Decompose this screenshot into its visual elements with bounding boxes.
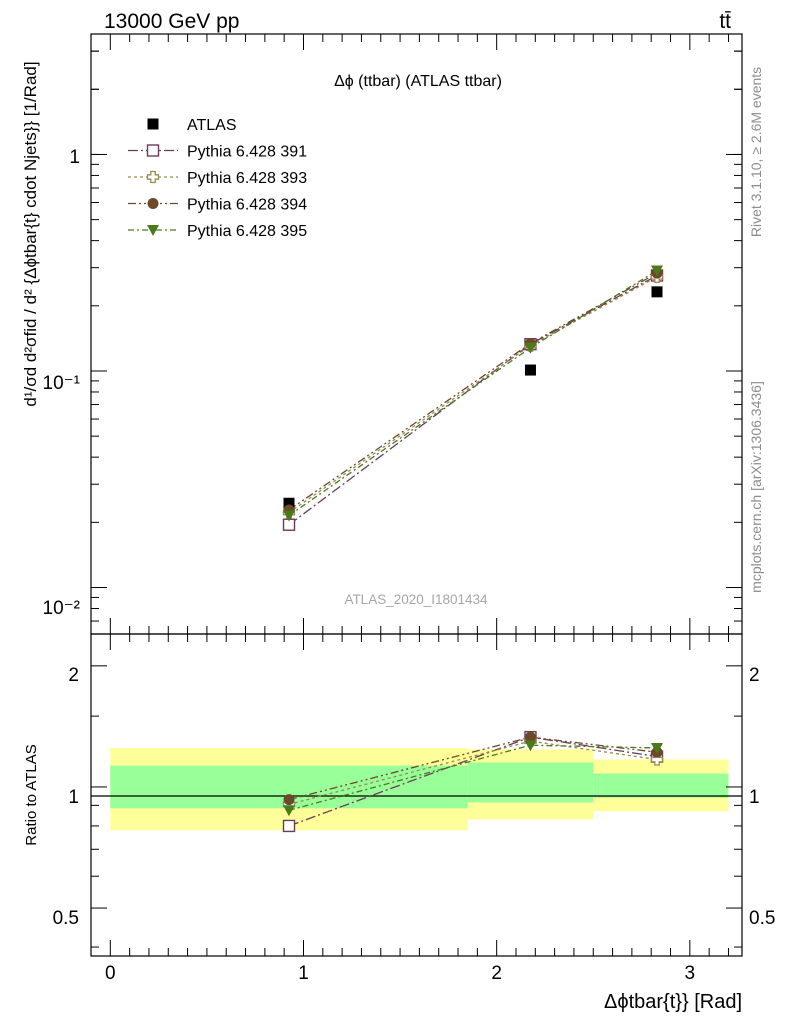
analysis-watermark: ATLAS_2020_I1801434 [344, 592, 488, 607]
series-0-point [524, 364, 536, 376]
legend-label: Pythia 6.428 394 [187, 197, 307, 214]
ratio-uncertainty-bands [110, 747, 729, 831]
main-ylabel: d¹/σd d²σfid / d² {Δϕtbar{t} cdot Njets}… [21, 61, 40, 406]
legend: ATLAS Pythia 6.428 391 Pythia 6.428 393 Pyt… [128, 117, 307, 240]
ratio-frame [90, 633, 743, 957]
ytick-label-0p1: 10⁻¹ [43, 373, 81, 394]
ratio-ytick-0p5-left: 0.5 [53, 908, 79, 929]
ratio-series-0-point [282, 819, 296, 833]
legend-label: Pythia 6.428 395 [187, 223, 307, 240]
ratio-series-3-point [283, 805, 296, 817]
x-tick-label: 3 [685, 963, 696, 984]
header-energy: 13000 GeV pp [104, 10, 239, 33]
x-tick-label: 2 [491, 963, 502, 984]
legend-marker [147, 118, 159, 130]
main-panel: Δϕ (ttbar) (ATLAS ttbar) ATLAS_2020_I180… [21, 33, 743, 635]
legend-marker [147, 225, 159, 236]
ytick-label-0p01: 10⁻² [43, 598, 81, 619]
main-series-lines [288, 269, 658, 526]
x-axis-label: Δϕtbar{t}} [Rad] [604, 991, 742, 1013]
series-2-line [288, 276, 658, 514]
ratio-series-2-point [524, 731, 536, 743]
series-4-point [651, 265, 664, 277]
ratio-ylabel: Ratio to ATLAS [23, 744, 40, 845]
legend-marker [147, 198, 159, 209]
ratio-band-green [593, 773, 729, 798]
x-tick-labels: 0 1 2 3 [105, 963, 695, 984]
mcplots-label: mcplots.cern.ch [arXiv:1306.3436] [748, 381, 764, 593]
ratio-series-1-point [650, 753, 664, 766]
ytick-label-1: 1 [69, 147, 80, 168]
ratio-series-3-point [651, 742, 664, 754]
ratio-ytick-1-right: 1 [749, 787, 760, 808]
legend-marker [146, 144, 160, 157]
ratio-panel: 2 1 0.5 2 1 0.5 Ratio to ATLAS 0 1 2 3 Δϕtb… [23, 633, 775, 1013]
rivet-label: Rivet 3.1.10, ≥ 2.6M events [748, 67, 764, 237]
legend-label: Pythia 6.428 391 [187, 144, 307, 161]
legend-label: Pythia 6.428 393 [187, 170, 307, 187]
x-tick-label: 1 [298, 963, 309, 984]
main-axis-ticks [91, 34, 742, 634]
ratio-ytick-2-left: 2 [68, 665, 79, 686]
ratio-series-3-point [524, 740, 537, 752]
header-process: tt̄ [719, 10, 731, 33]
series-4-point [524, 342, 537, 354]
ratio-axis-ticks [91, 634, 742, 956]
main-title: Δϕ (ttbar) (ATLAS ttbar) [334, 73, 502, 90]
main-series-markers [282, 265, 664, 531]
ratio-ytick-2-right: 2 [749, 665, 760, 686]
ratio-series-2-point [283, 794, 295, 806]
ratio-series-markers [282, 730, 664, 833]
series-4-point [283, 510, 296, 522]
ratio-ytick-1-left: 1 [68, 787, 79, 808]
legend-label: ATLAS [187, 117, 237, 134]
series-0-point [651, 286, 663, 298]
x-tick-label: 0 [105, 963, 116, 984]
series-1-line [288, 274, 658, 526]
legend-marker [146, 170, 160, 184]
series-0-point [283, 497, 295, 509]
ratio-ytick-0p5-right: 0.5 [749, 908, 775, 929]
